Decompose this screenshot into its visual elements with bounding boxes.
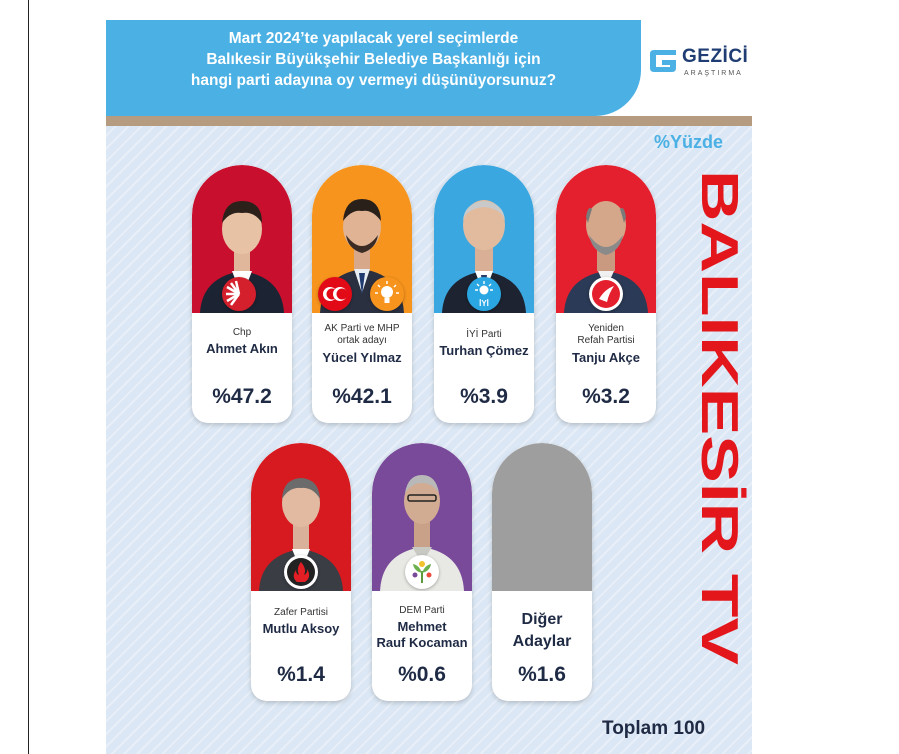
yeniden-refah-logo-icon xyxy=(589,277,623,311)
candidate-percentage: %0.6 xyxy=(398,663,446,686)
gezici-logo: GEZİCİ ARAŞTIRMA xyxy=(646,42,749,92)
title-line-2: Balıkesir Büyükşehir Belediye Başkanlığı… xyxy=(206,51,541,68)
ak-parti-logo-icon xyxy=(370,277,404,311)
total-label: Toplam 100 xyxy=(602,718,706,739)
candidate-card-mehmet-rauf-kocaman: DEM Parti Mehmet Rauf Kocaman %0.6 xyxy=(372,443,472,701)
svg-text:İYİ: İYİ xyxy=(479,299,489,308)
unit-label: %Yüzde xyxy=(654,132,724,152)
candidate-photo xyxy=(312,165,412,313)
chart-title: Mart 2024’te yapılacak yerel seçimlerde … xyxy=(106,28,641,91)
header-stripe xyxy=(106,116,752,126)
candidate-percentage: %42.1 xyxy=(332,385,392,408)
party-label: Zafer Partisi xyxy=(274,607,328,618)
party-label-line-1: AK Parti ve MHP xyxy=(324,323,400,334)
candidate-name: Yücel Yılmaz xyxy=(322,350,402,365)
candidate-name: Turhan Çömez xyxy=(439,343,529,358)
candidate-name: Ahmet Akın xyxy=(206,341,278,356)
party-label: DEM Parti xyxy=(399,605,445,616)
candidate-photo xyxy=(556,165,656,313)
candidate-percentage: %1.4 xyxy=(277,663,325,686)
other-label-line-1: Diğer xyxy=(521,611,563,628)
candidate-card-tanju-akce: Yeniden Refah Partisi Tanju Akçe %3.2 xyxy=(556,165,656,423)
title-line-3: hangi parti adayına oy vermeyi düşünüyor… xyxy=(190,72,557,89)
logo-g-icon xyxy=(650,50,676,72)
candidate-name-line-1: Mehmet xyxy=(397,619,447,634)
logo-subtext: ARAŞTIRMA xyxy=(684,70,743,77)
candidate-photo xyxy=(192,165,292,313)
infographic-poster: Mart 2024’te yapılacak yerel seçimlerde … xyxy=(106,20,752,754)
candidate-name-line-2: Rauf Kocaman xyxy=(376,635,468,650)
party-label: Chp xyxy=(232,327,252,338)
party-label-line-2: Refah Partisi xyxy=(577,335,635,346)
candidate-card-turhan-comez: İYİ İYİ Parti Turhan Çömez %3.9 xyxy=(434,165,534,423)
candidate-percentage: %3.2 xyxy=(582,385,630,408)
header: Mart 2024’te yapılacak yerel seçimlerde … xyxy=(106,20,752,116)
watermark: BALIKESİR TV xyxy=(690,170,748,665)
candidate-card-ahmet-akin: Chp Ahmet Akın %47.2 xyxy=(192,165,292,423)
candidate-card-diger-adaylar: Diğer Adaylar %1.6 xyxy=(492,443,592,701)
other-placeholder xyxy=(492,443,592,591)
candidate-percentage: %47.2 xyxy=(212,385,272,408)
candidate-photo: İYİ xyxy=(434,165,534,313)
candidate-percentage: %3.9 xyxy=(460,385,508,408)
party-label-line-1: Yeniden xyxy=(588,323,624,334)
candidate-photo xyxy=(251,443,351,591)
dem-parti-logo-icon xyxy=(405,555,439,589)
logo-text: GEZİCİ xyxy=(682,46,749,67)
zafer-partisi-logo-icon xyxy=(284,555,318,589)
chp-logo-icon xyxy=(222,277,256,311)
other-label-line-2: Adaylar xyxy=(512,633,572,650)
frame-border xyxy=(28,0,29,754)
mhp-logo-icon xyxy=(318,277,352,311)
iyi-parti-logo-icon: İYİ xyxy=(467,277,501,311)
party-label-line-2: ortak adayı xyxy=(337,335,387,346)
title-line-1: Mart 2024’te yapılacak yerel seçimlerde xyxy=(228,30,519,47)
candidate-percentage: %1.6 xyxy=(518,663,566,686)
title-box: Mart 2024’te yapılacak yerel seçimlerde … xyxy=(106,20,641,116)
candidate-card-mutlu-aksoy: Zafer Partisi Mutlu Aksoy %1.4 xyxy=(251,443,351,701)
candidate-name: Tanju Akçe xyxy=(572,350,640,365)
candidate-photo xyxy=(372,443,472,591)
candidate-card-yucel-yilmaz: AK Parti ve MHP ortak adayı Yücel Yılmaz… xyxy=(312,165,412,423)
watermark-text: BALIKESİR TV xyxy=(690,170,748,665)
candidate-name: Mutlu Aksoy xyxy=(262,621,340,636)
party-label: İYİ Parti xyxy=(466,329,502,340)
